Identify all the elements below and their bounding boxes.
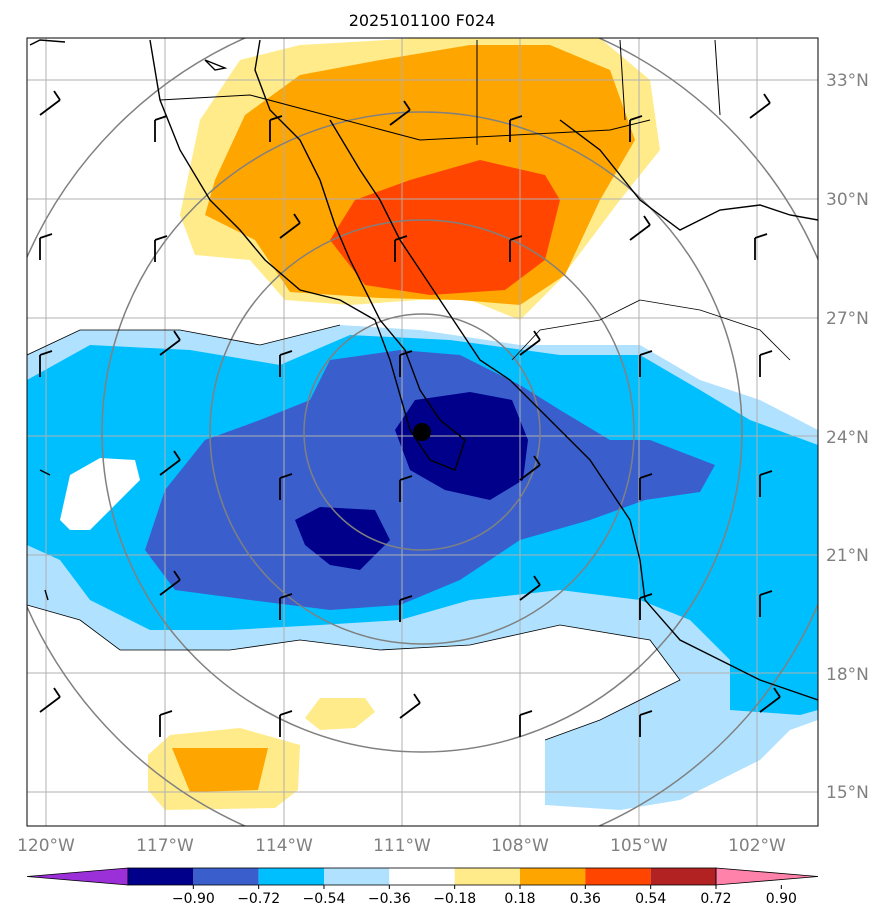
wind-barb — [519, 575, 541, 601]
colorbar-tick-label: −0.54 — [303, 891, 346, 907]
wind-barb — [159, 450, 181, 476]
wind-barb — [394, 235, 408, 262]
wind-barb — [279, 473, 293, 500]
zero-contour-hole — [60, 458, 140, 530]
colorbar-swatch — [389, 868, 455, 885]
colorbar-tick-label: 0.54 — [635, 891, 666, 907]
wind-barb — [754, 233, 768, 260]
lat-label: 15°N — [826, 783, 869, 803]
colorbar-tick-label: 0.90 — [766, 891, 797, 907]
colorbar-swatch — [585, 868, 651, 885]
wind-barb — [509, 235, 523, 262]
negative-contour-level4-south — [295, 507, 390, 570]
wind-barb — [639, 593, 653, 620]
wind-barb — [389, 100, 411, 126]
colorbar-swatch — [454, 868, 520, 885]
wind-barb — [269, 115, 283, 142]
lon-label: 111°W — [373, 836, 431, 856]
colorbar-tick-label: −0.18 — [433, 891, 476, 907]
wind-barb — [509, 115, 523, 142]
lon-label: 108°W — [491, 836, 549, 856]
gridlines — [27, 38, 818, 826]
colorbar-swatch — [520, 868, 586, 885]
wind-barb — [639, 710, 653, 737]
wind-barb — [39, 233, 53, 260]
wind-barb — [519, 710, 533, 737]
political-borders — [159, 39, 721, 145]
wind-barbs — [39, 90, 781, 737]
wind-barb — [759, 470, 773, 497]
latitude-labels: 33°N 30°N 27°N 24°N 21°N 18°N 15°N — [826, 71, 869, 803]
wind-barb — [159, 330, 181, 356]
colorbar-swatch — [650, 868, 716, 885]
colorbar-swatch — [193, 868, 259, 885]
wind-barb — [759, 590, 773, 617]
lon-label: 114°W — [255, 836, 313, 856]
wind-barb — [159, 710, 173, 737]
lat-label: 21°N — [826, 546, 869, 566]
wind-barb — [399, 350, 413, 377]
colorbar-tick-label: −0.36 — [368, 891, 411, 907]
wind-barb — [39, 90, 61, 116]
wind-barb — [759, 687, 781, 713]
colorbar-swatch — [128, 868, 194, 885]
colorbar-border — [127, 867, 717, 886]
negative-contour-level4 — [395, 392, 528, 500]
colorbar-extend-max — [715, 867, 819, 886]
wind-barb — [399, 475, 413, 502]
lon-label: 105°W — [610, 836, 668, 856]
map-frame — [26, 37, 819, 827]
wind-barb — [39, 687, 61, 713]
lon-label: 120°W — [17, 836, 75, 856]
lat-label: 24°N — [826, 428, 869, 448]
range-rings — [27, 38, 818, 826]
colorbar-swatch — [324, 868, 390, 885]
wind-barb — [279, 213, 301, 239]
wind-barb — [399, 595, 413, 622]
map-area — [27, 38, 818, 826]
longitude-labels: 120°W 117°W 114°W 111°W 108°W 105°W 102°… — [17, 836, 786, 856]
colorbar-tick-label: 0.72 — [700, 891, 731, 907]
wind-barb — [159, 570, 181, 596]
wind-barb — [519, 455, 541, 481]
wind-barb — [749, 93, 771, 119]
positive-contour-small — [305, 698, 375, 730]
wind-barb — [629, 115, 643, 142]
colorbar-extend-min — [26, 867, 129, 886]
positive-contour-level3 — [330, 160, 560, 295]
lon-label: 117°W — [136, 836, 194, 856]
lon-label: 102°W — [728, 836, 786, 856]
wind-barb — [39, 350, 53, 377]
wind-barb — [639, 350, 653, 377]
colorbar-tick-label: −0.90 — [172, 891, 215, 907]
wind-barb — [279, 593, 293, 620]
wind-barb — [154, 115, 168, 142]
coastlines — [29, 39, 818, 701]
colorbar-tick-label: 0.36 — [570, 891, 601, 907]
wind-barb — [154, 235, 168, 262]
positive-contour-sw-level2 — [172, 748, 268, 792]
colorbar-tick-label: 0.18 — [504, 891, 535, 907]
map-title: 2025101100 F024 — [349, 11, 496, 30]
lat-label: 33°N — [826, 71, 869, 91]
wind-barb — [759, 350, 773, 377]
lat-label: 18°N — [826, 665, 869, 685]
storm-center-marker — [413, 423, 431, 441]
colorbar-tick-label: −0.72 — [237, 891, 280, 907]
colorbar: −0.90 −0.72 −0.54 −0.36 −0.18 0.18 0.36 0.54 0.7… — [26, 867, 819, 907]
lat-label: 30°N — [826, 190, 869, 210]
zero-contour-lines — [27, 299, 791, 741]
wind-barb — [639, 473, 653, 500]
wind-barb — [629, 215, 651, 241]
wind-barb — [399, 693, 421, 719]
wind-barb — [279, 350, 293, 377]
colorbar-swatch — [258, 868, 324, 885]
lat-label: 27°N — [826, 309, 869, 329]
wind-barb — [279, 710, 293, 737]
wind-barb — [519, 330, 541, 356]
